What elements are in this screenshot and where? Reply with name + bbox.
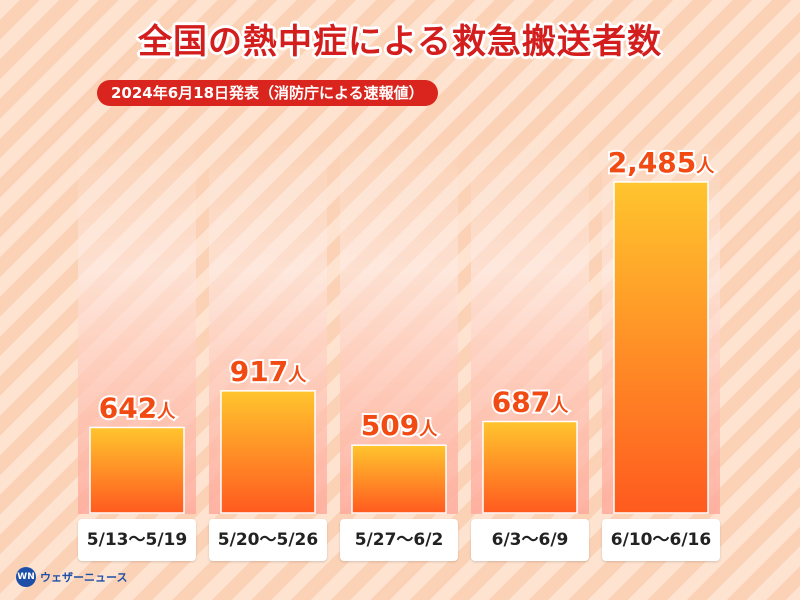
bar-value-label: 2,485人 [608,146,716,179]
x-tick-label: 5/13〜5/19 [78,519,196,561]
bar [613,181,709,514]
x-tick-label: 5/20〜5/26 [209,519,327,561]
bar-value-label: 642人 [99,391,176,424]
logo-mark: WN [16,567,36,587]
bar [351,444,447,514]
x-tick-label: 5/27〜6/2 [340,519,458,561]
weathernews-logo: WN ウェザーニュース [16,566,127,588]
bar-value-label: 687人 [492,385,569,418]
bar [89,426,185,514]
x-tick-label: 6/10〜6/16 [602,519,720,561]
bar-value-label: 917人 [230,355,307,388]
logo-text: ウェザーニュース [40,571,128,584]
bar-value-label: 509人 [361,409,438,442]
bar [220,390,316,514]
bar [482,420,578,514]
subtitle-badge: 2024年6月18日発表（消防庁による速報値） [97,80,438,106]
x-tick-label: 6/3〜6/9 [471,519,589,561]
title-container: 全国の熱中症による救急搬送者数 [0,14,800,63]
chart-title: 全国の熱中症による救急搬送者数 [138,22,662,62]
